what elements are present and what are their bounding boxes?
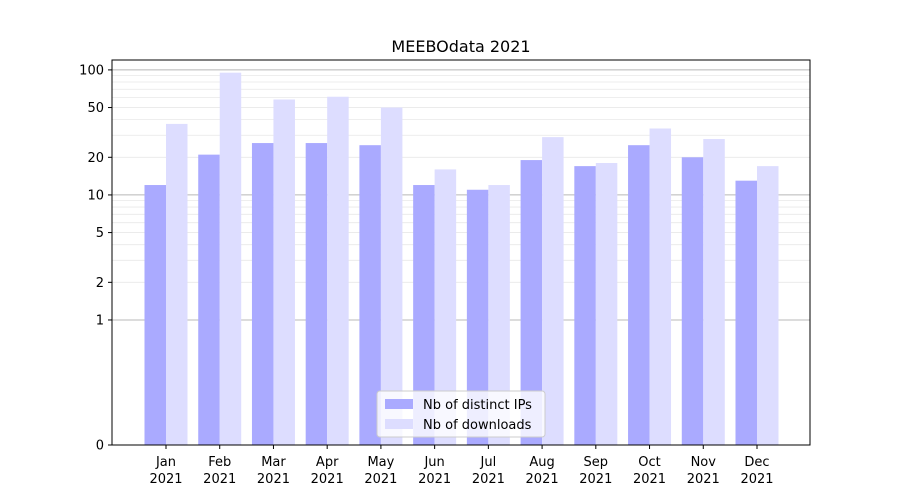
x-tick-label-line: 2021: [364, 472, 397, 487]
x-tick-label-line: 2021: [687, 472, 720, 487]
bar-distinct-ips: [359, 145, 381, 445]
plot-frame: [111, 59, 811, 446]
x-tick-label-line: Dec: [744, 455, 769, 470]
x-tick-label-line: Sep: [584, 455, 609, 470]
legend-swatch-distinct-ips: [385, 399, 413, 409]
x-tick-label: Jul 2021: [472, 455, 505, 487]
x-tick-label-line: 2021: [149, 472, 182, 487]
x-tick-label-line: Jun: [423, 455, 444, 470]
x-tick-label-line: Apr: [316, 455, 339, 470]
chart-title: MEEBOdata 2021: [391, 37, 530, 56]
bar-downloads: [327, 96, 349, 445]
x-tick-label-line: 2021: [579, 472, 612, 487]
bar-downloads: [488, 185, 510, 445]
bar-downloads: [703, 139, 725, 445]
y-tick-label: 2: [96, 276, 104, 291]
x-tick-label: Nov 2021: [687, 455, 720, 487]
bar-distinct-ips: [251, 143, 274, 445]
legend-label-distinct-ips: Nb of distinct IPs: [423, 398, 532, 413]
legend-swatch-downloads: [385, 419, 413, 429]
bar-distinct-ips: [305, 143, 328, 445]
bar-downloads: [273, 99, 295, 446]
bar-distinct-ips: [413, 185, 435, 445]
x-tick-label-line: Nov: [691, 455, 717, 470]
x-tick-label: Sep 2021: [579, 455, 612, 487]
x-tick-label: Oct 2021: [633, 455, 666, 487]
bar-downloads: [166, 123, 188, 445]
x-tick-label-line: Oct: [638, 455, 660, 470]
legend-label-downloads: Nb of downloads: [423, 418, 532, 433]
y-tick-label: 10: [87, 188, 104, 203]
bar-distinct-ips: [144, 185, 166, 445]
x-tick-label-line: Jul: [480, 455, 497, 470]
x-tick-label-line: 2021: [203, 472, 236, 487]
x-tick-label: Mar 2021: [257, 455, 290, 487]
x-tick-label-line: 2021: [740, 472, 773, 487]
bar-downloads: [595, 163, 618, 445]
y-tick-label: 5: [96, 226, 104, 241]
bar-downloads: [542, 137, 564, 445]
y-tick-label: 100: [79, 63, 104, 78]
x-tick-label: Jun 2021: [418, 455, 451, 487]
bar-distinct-ips: [681, 157, 704, 445]
bars: [144, 72, 779, 446]
x-tick-label: Apr 2021: [311, 455, 344, 487]
x-tick-label: Aug 2021: [526, 455, 559, 487]
x-tick-label-line: Feb: [208, 455, 231, 470]
bar-downloads: [219, 72, 242, 445]
bar-downloads: [649, 128, 672, 445]
x-tick-label-line: 2021: [472, 472, 505, 487]
bar-distinct-ips: [735, 180, 757, 445]
bar-downloads: [757, 166, 779, 445]
bar-distinct-ips: [198, 154, 220, 446]
bar-downloads: [380, 107, 403, 446]
x-tick-label: May 2021: [364, 455, 397, 487]
bar-distinct-ips: [466, 189, 489, 445]
y-tick-label: 0: [96, 439, 104, 454]
x-tick-label-line: 2021: [526, 472, 559, 487]
legend-box: [376, 390, 546, 438]
x-tick-label-line: 2021: [418, 472, 451, 487]
x-tick-label: Feb 2021: [203, 455, 236, 487]
y-axis: 0 1 2 5 10 20 50 100: [79, 63, 112, 454]
bar-distinct-ips: [520, 160, 543, 445]
bar-distinct-ips: [574, 166, 596, 445]
x-tick-label-line: May: [367, 455, 394, 470]
x-tick-label-line: Mar: [261, 455, 286, 470]
y-tick-label: 50: [87, 101, 104, 116]
x-axis: Jan 2021 Feb 2021 Mar 2021 Apr 2021 May 2021 Jun 20…: [149, 445, 774, 487]
x-tick-label: Jan 2021: [149, 455, 182, 487]
bar-downloads: [434, 169, 457, 445]
x-tick-label-line: 2021: [633, 472, 666, 487]
x-tick-label-line: 2021: [311, 472, 344, 487]
y-tick-label: 20: [87, 151, 104, 166]
x-tick-label-line: 2021: [257, 472, 290, 487]
x-tick-label-line: Aug: [529, 455, 554, 470]
bar-distinct-ips: [628, 145, 650, 445]
legend: Nb of distinct IPs Nb of downloads: [376, 390, 546, 438]
x-tick-label-line: Jan: [155, 455, 176, 470]
y-tick-label: 1: [96, 313, 104, 328]
x-tick-label: Dec 2021: [740, 455, 773, 487]
